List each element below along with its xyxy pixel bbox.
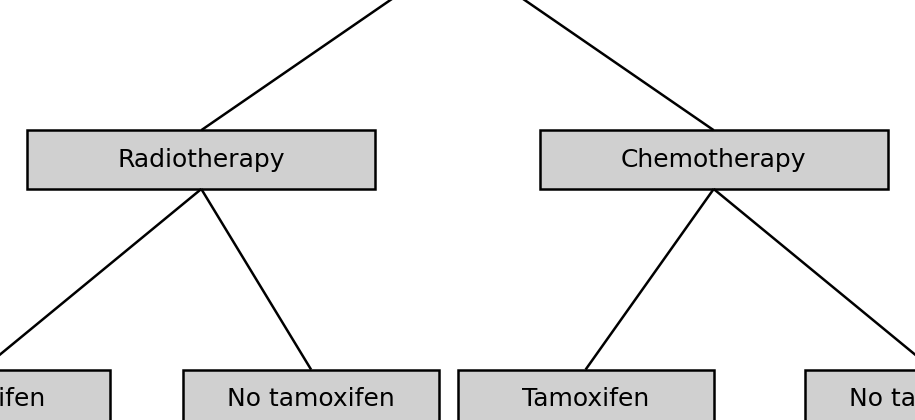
- Text: Radiotherapy: Radiotherapy: [117, 147, 285, 172]
- FancyBboxPatch shape: [805, 370, 915, 420]
- FancyBboxPatch shape: [183, 370, 439, 420]
- Text: Chemotherapy: Chemotherapy: [621, 147, 806, 172]
- Text: Tamoxifen: Tamoxifen: [0, 387, 46, 411]
- Text: No tamoxifen: No tamoxifen: [849, 387, 915, 411]
- Text: Tamoxifen: Tamoxifen: [522, 387, 650, 411]
- FancyBboxPatch shape: [458, 370, 714, 420]
- FancyBboxPatch shape: [540, 130, 888, 189]
- Text: No tamoxifen: No tamoxifen: [227, 387, 395, 411]
- FancyBboxPatch shape: [27, 130, 375, 189]
- FancyBboxPatch shape: [0, 370, 110, 420]
